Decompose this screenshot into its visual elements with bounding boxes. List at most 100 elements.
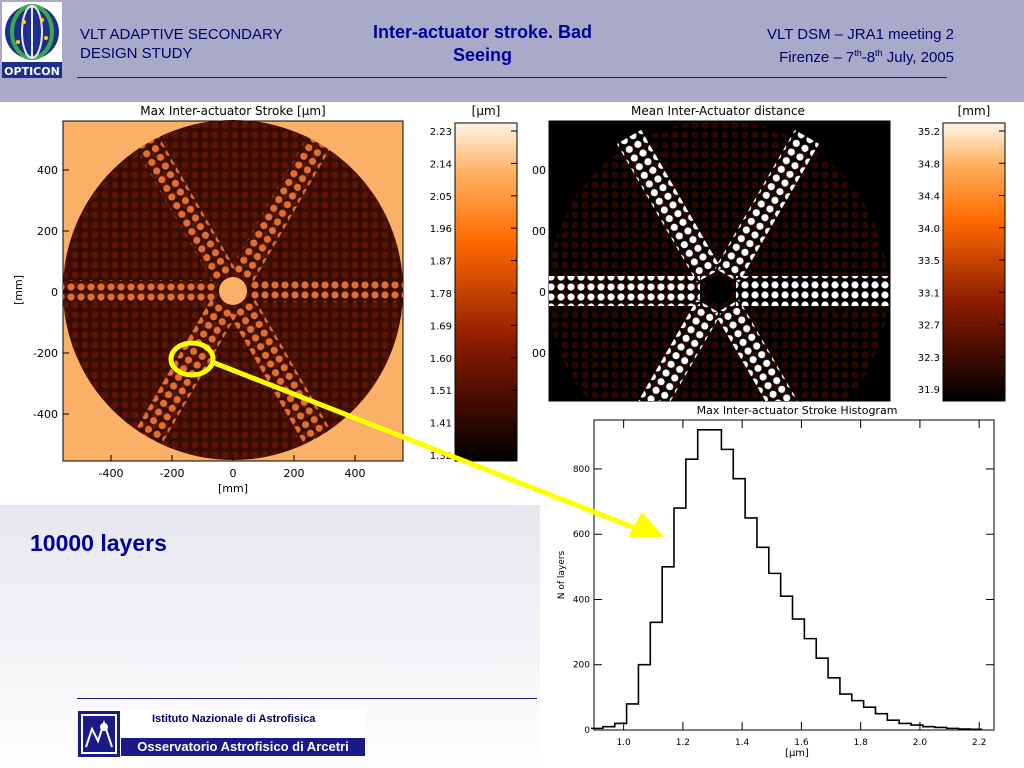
colorbar-tick-label: 1.69 xyxy=(430,321,452,332)
colorbar-tick-label: 1.51 xyxy=(430,386,452,397)
colorbar-tick-label: 34.0 xyxy=(918,224,940,235)
x-tick-label: 1.8 xyxy=(854,738,869,748)
distance-colorbar xyxy=(942,122,1006,402)
meeting-line1: VLT DSM – JRA1 meeting 2 xyxy=(766,26,954,43)
y-tick-label: 0 xyxy=(584,726,590,736)
meeting-sup2: th xyxy=(875,48,883,58)
actuator-band xyxy=(616,299,722,401)
colorbar-tick-label: 34.8 xyxy=(918,159,940,170)
x-tick-label: 2.0 xyxy=(913,738,928,748)
histogram-outline xyxy=(591,428,983,731)
y-tick-label: 00 xyxy=(532,347,546,360)
y-tick-label: 0 xyxy=(51,286,58,299)
y-tick-label: 200 xyxy=(573,661,590,671)
study-title-line2: DESIGN STUDY xyxy=(80,45,193,62)
y-tick-label: -200 xyxy=(33,347,58,360)
x-tick-label: 200 xyxy=(284,467,305,480)
central-hole-2 xyxy=(704,276,732,304)
actuator-band xyxy=(63,280,215,302)
actuator-band xyxy=(132,130,236,282)
annotation-arrowhead xyxy=(628,512,664,537)
y-tick-label: 00 xyxy=(532,225,546,238)
histogram-xlabel: [μm] xyxy=(785,748,809,759)
actuator-band xyxy=(714,129,820,283)
colorbar-tick-label: 31.9 xyxy=(918,385,940,396)
meeting-info: VLT DSM – JRA1 meeting 2 Firenze – 7th-8… xyxy=(767,25,954,67)
observatory-name: Osservatorio Astrofisico di Arcetri xyxy=(121,738,365,756)
actuator-band xyxy=(549,276,700,306)
x-tick-label: 1.0 xyxy=(616,738,631,748)
histogram-title: Max Inter-actuator Stroke Histogram xyxy=(697,404,898,417)
colorbar-tick-label: 1.78 xyxy=(430,289,452,300)
x-tick-label: 1.6 xyxy=(794,738,809,748)
y-tick-label: 600 xyxy=(573,530,590,540)
x-tick-label: 400 xyxy=(345,467,366,480)
colorbar-tick-label: 1.96 xyxy=(430,224,452,235)
actuator-band xyxy=(616,129,722,283)
page-title-line2: Seeing xyxy=(452,45,513,65)
stroke-map-plot: Max Inter-actuator Stroke [μm] -400 -200 0… xyxy=(12,104,518,495)
colorbar-tick-label: 33.1 xyxy=(918,288,940,299)
logo-text: OPTICON xyxy=(4,65,60,78)
stroke-colorbar xyxy=(454,122,518,462)
actuator-band xyxy=(229,299,335,453)
institute-name: Istituto Nazionale di Astrofisica xyxy=(152,713,316,725)
colorbar-tick-label: 33.5 xyxy=(918,256,940,267)
y-tick-label: 0 xyxy=(539,286,546,299)
distance-colorbar-unit: [mm] xyxy=(958,104,991,118)
header-divider xyxy=(77,77,947,78)
x-tick-label: -200 xyxy=(160,467,185,480)
meeting-date: July, 2005 xyxy=(882,49,954,66)
y-tick-label: 800 xyxy=(573,465,590,475)
colorbar-tick-label: 1.87 xyxy=(430,257,452,268)
meeting-place: Firenze – 7 xyxy=(779,49,855,66)
colorbar-tick-label: 32.7 xyxy=(918,321,940,332)
actuator-band xyxy=(736,276,890,306)
colorbar-tick-label: 32.3 xyxy=(918,353,940,364)
y-tick-label: 00 xyxy=(532,164,546,177)
stroke-colorbar-unit: [μm] xyxy=(472,104,501,118)
y-tick-label: 200 xyxy=(37,225,58,238)
histogram-frame xyxy=(593,419,995,731)
colorbar-tick-label: 2.05 xyxy=(430,192,452,203)
central-hole xyxy=(219,277,247,305)
page-title: Inter-actuator stroke. Bad Seeing xyxy=(330,21,635,67)
study-title: VLT ADAPTIVE SECONDARY DESIGN STUDY xyxy=(80,25,283,63)
highlight-circle xyxy=(168,340,216,378)
histogram-plot: Max Inter-actuator Stroke Histogram [μm]… xyxy=(557,404,995,759)
y-tick-label: -400 xyxy=(33,408,58,421)
arcetri-logo xyxy=(78,711,120,757)
colorbar-tick-label: 1.60 xyxy=(430,354,452,365)
layers-caption: 10000 layers xyxy=(30,530,167,556)
x-tick-label: 1.2 xyxy=(676,738,690,748)
colorbar-tick-label: 1.32 xyxy=(430,451,452,462)
x-tick-label: 1.4 xyxy=(735,738,750,748)
stroke-map-xlabel: [mm] xyxy=(218,482,248,495)
annotation-arrow-line xyxy=(211,359,641,533)
actuator-band xyxy=(251,280,403,302)
y-tick-label: 400 xyxy=(573,595,590,605)
x-tick-label: -400 xyxy=(99,467,124,480)
distance-map-title: Mean Inter-Actuator distance xyxy=(631,104,805,118)
colorbar-tick-label: 2.14 xyxy=(430,159,452,170)
meeting-dash: -8 xyxy=(861,49,876,66)
colorbar-tick-label: 34.4 xyxy=(918,192,940,203)
actuator-band xyxy=(714,299,820,401)
actuator-band xyxy=(230,130,334,282)
meeting-sup1: th xyxy=(854,48,862,58)
histogram-ylabel: N of layers xyxy=(557,550,567,599)
opticon-logo: OPTICON xyxy=(2,2,62,78)
meeting-line2: Firenze – 7th-8th July, 2005 xyxy=(767,44,954,67)
stroke-map-ylabel: [mm] xyxy=(12,275,25,305)
footer-divider xyxy=(77,698,537,699)
y-tick-label: 400 xyxy=(37,164,58,177)
colorbar-tick-label: 2.23 xyxy=(430,127,452,138)
study-title-line1: VLT ADAPTIVE SECONDARY xyxy=(80,26,283,43)
x-tick-label: 2.2 xyxy=(972,738,986,748)
stroke-map-title: Max Inter-actuator Stroke [μm] xyxy=(140,104,326,118)
x-tick-label: 0 xyxy=(230,467,237,480)
header-bar: OPTICON VLT ADAPTIVE SECONDARY DESIGN ST… xyxy=(0,0,1024,102)
colorbar-tick-label: 35.2 xyxy=(918,127,940,138)
